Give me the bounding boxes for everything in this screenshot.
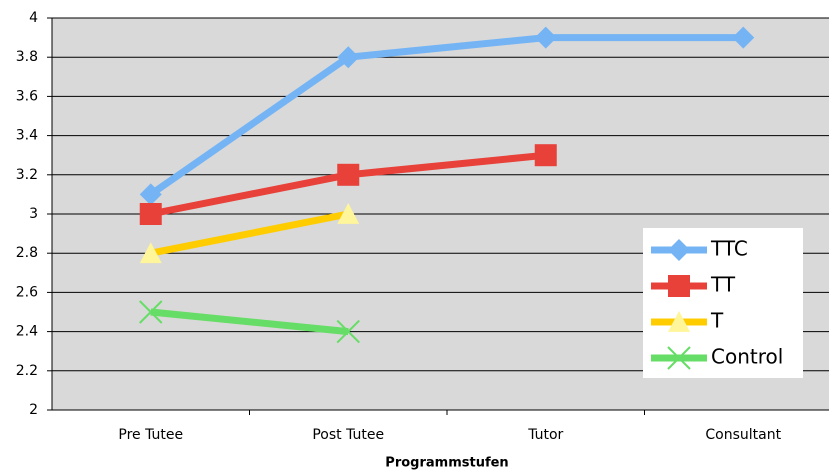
series-line [150, 308, 349, 336]
marker [668, 311, 690, 332]
y-tick-label: 3.6 [16, 88, 38, 104]
marker [337, 163, 360, 186]
y-tick-label: 4 [29, 10, 38, 26]
marker [139, 242, 162, 264]
marker [534, 144, 557, 167]
marker [336, 319, 360, 344]
y-tick-label: 3.2 [16, 167, 38, 183]
marker [534, 26, 557, 49]
marker [139, 300, 163, 324]
x-tick-label: Pre Tutee [118, 427, 183, 443]
y-tick-label: 3.4 [16, 128, 38, 144]
legend-label: Control [711, 345, 783, 369]
series-line [148, 34, 744, 198]
marker [139, 203, 162, 225]
y-tick-label: 2 [29, 402, 38, 418]
y-tick-label: 2.2 [16, 363, 38, 379]
marker [667, 346, 691, 370]
marker [337, 203, 360, 224]
legend-label: TTC [710, 237, 748, 261]
marker [668, 239, 690, 261]
y-tick-label: 2.6 [16, 284, 38, 300]
marker [668, 275, 690, 297]
series-line [150, 210, 349, 257]
marker [732, 26, 755, 49]
y-tick-label: 3 [29, 206, 38, 222]
marker [337, 46, 360, 69]
y-tick-label: 2.8 [16, 245, 38, 261]
legend-label: TT [710, 273, 736, 297]
x-axis-title: Programmstufen [385, 456, 508, 471]
y-tick-label: 3.8 [16, 49, 38, 65]
marker [139, 183, 162, 206]
x-tick-label: Tutor [527, 427, 563, 443]
x-tick-label: Consultant [705, 427, 781, 443]
legend-label: T [710, 309, 724, 333]
x-tick-label: Post Tutee [312, 427, 384, 443]
y-tick-label: 2.4 [16, 324, 38, 340]
